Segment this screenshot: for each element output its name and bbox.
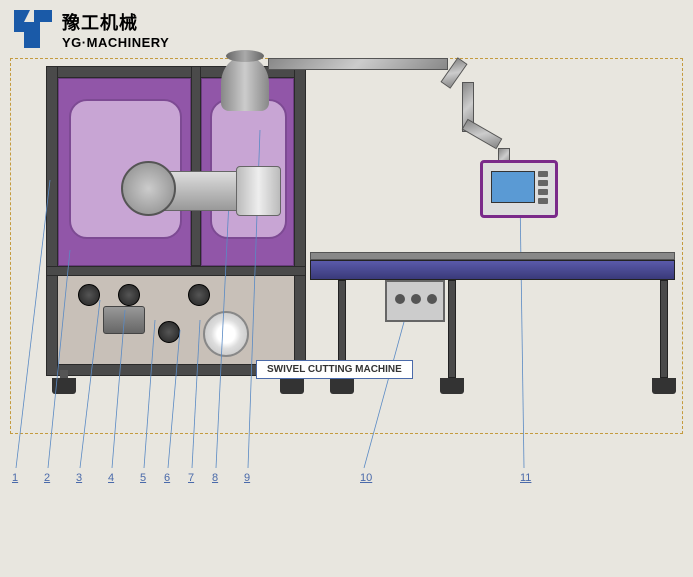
pulley-icon bbox=[78, 284, 100, 306]
callout-number: 3 bbox=[76, 472, 82, 484]
hmi-button-icon bbox=[538, 171, 548, 177]
table-leg bbox=[660, 280, 668, 378]
hmi-panel bbox=[480, 160, 558, 218]
leveling-foot bbox=[440, 378, 464, 394]
lower-mechanism bbox=[58, 276, 294, 364]
material-roll bbox=[203, 311, 249, 357]
pulley-icon bbox=[188, 284, 210, 306]
conveyor-surface bbox=[310, 252, 675, 260]
logo-text: 豫工机械 YG·MACHINERY bbox=[62, 9, 169, 50]
knob-icon bbox=[427, 294, 437, 304]
callout-number: 4 bbox=[108, 472, 114, 484]
hmi-screen bbox=[491, 171, 535, 203]
machine-label: SWIVEL CUTTING MACHINE bbox=[256, 360, 413, 379]
frame-right-bar bbox=[294, 66, 306, 376]
callout-number: 10 bbox=[360, 472, 372, 484]
leveling-foot bbox=[652, 378, 676, 394]
conveyor-frame bbox=[310, 260, 675, 280]
machine-frame bbox=[46, 66, 306, 376]
top-cylinder bbox=[221, 56, 269, 111]
control-box bbox=[385, 280, 445, 322]
table-leg bbox=[448, 280, 456, 378]
pulley-icon bbox=[118, 284, 140, 306]
rotary-disc bbox=[121, 161, 176, 216]
callout-number: 1 bbox=[12, 472, 18, 484]
frame-left-bar bbox=[46, 66, 58, 376]
callout-number: 5 bbox=[140, 472, 146, 484]
knob-icon bbox=[395, 294, 405, 304]
cylinder-cap bbox=[226, 50, 264, 62]
callout-number: 8 bbox=[212, 472, 218, 484]
logo-en-text: YG·MACHINERY bbox=[62, 35, 169, 50]
hmi-buttons bbox=[538, 171, 550, 211]
callout-number: 2 bbox=[44, 472, 50, 484]
callout-number: 7 bbox=[188, 472, 194, 484]
rotary-flange bbox=[236, 166, 281, 216]
hmi-button-icon bbox=[538, 180, 548, 186]
swivel-cutting-head bbox=[116, 161, 276, 241]
callout-number: 6 bbox=[164, 472, 170, 484]
logo-icon bbox=[12, 8, 54, 50]
hmi-arm-segment bbox=[268, 58, 448, 70]
leveling-foot bbox=[52, 378, 76, 394]
leveling-foot bbox=[280, 378, 304, 394]
pulley-icon bbox=[158, 321, 180, 343]
callout-number: 11 bbox=[520, 472, 531, 484]
motor-icon bbox=[103, 306, 145, 334]
knob-icon bbox=[411, 294, 421, 304]
callout-number: 9 bbox=[244, 472, 250, 484]
hmi-button-icon bbox=[538, 189, 548, 195]
frame-mid-horizontal bbox=[46, 266, 306, 276]
leveling-foot bbox=[330, 378, 354, 394]
logo-cn-text: 豫工机械 bbox=[62, 9, 169, 35]
hmi-button-icon bbox=[538, 198, 548, 204]
brand-logo: 豫工机械 YG·MACHINERY bbox=[12, 8, 169, 50]
